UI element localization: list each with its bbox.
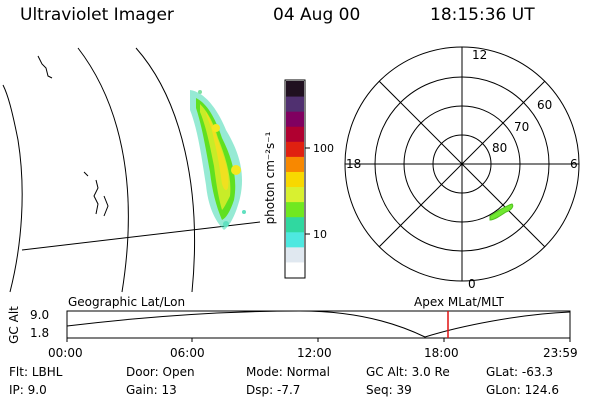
polar-ring-label-60: 60 bbox=[537, 98, 553, 112]
timeline-x-tick: 00:00 bbox=[48, 346, 83, 360]
colorbar-label-10: 10 bbox=[313, 228, 327, 241]
colorbar-band bbox=[286, 111, 304, 127]
status-glat: GLat: -63.3 bbox=[486, 365, 553, 379]
timeline-axis-label: GC Alt bbox=[7, 306, 21, 344]
timeline-y-min: 1.8 bbox=[30, 326, 50, 340]
polar-label-right: 6 bbox=[570, 157, 578, 171]
polar-label-top: 12 bbox=[472, 48, 488, 62]
colorbar-band bbox=[286, 81, 304, 97]
timeline-right-title: Apex MLat/MLT bbox=[414, 295, 504, 309]
colorbar-band bbox=[286, 171, 304, 188]
timeline-x-tick: 06:00 bbox=[170, 346, 205, 360]
polar-label-left: 18 bbox=[346, 157, 362, 171]
colorbar-unit-label: photon cm⁻²s⁻¹ bbox=[263, 131, 277, 225]
colorbar-band bbox=[286, 141, 304, 157]
colorbar-label-100: 100 bbox=[313, 142, 334, 155]
polar-axis-diagonal bbox=[378, 80, 546, 248]
timeline-x-tick: 12:00 bbox=[297, 346, 332, 360]
timeline-x-tick: 18:00 bbox=[424, 346, 459, 360]
colorbar-band bbox=[286, 216, 304, 233]
timeline-x-tick: 23:59 bbox=[543, 346, 578, 360]
coastline bbox=[83, 171, 89, 177]
time-label: 18:15:36 UT bbox=[430, 5, 535, 25]
status-mode: Mode: Normal bbox=[246, 365, 330, 379]
coastline bbox=[93, 179, 99, 215]
coastline bbox=[37, 55, 53, 79]
colorbar-band bbox=[286, 186, 304, 203]
emission-hotspot bbox=[231, 165, 241, 175]
status-door: Door: Open bbox=[126, 365, 195, 379]
lat-lon-gridline bbox=[21, 221, 261, 251]
colorbar-band bbox=[286, 96, 304, 112]
date-label: 04 Aug 00 bbox=[273, 5, 361, 25]
lat-lon-gridline bbox=[135, 47, 196, 293]
altitude-timeline bbox=[66, 310, 571, 342]
status-seq: Seq: 39 bbox=[366, 383, 412, 397]
lat-lon-gridline bbox=[77, 47, 129, 293]
timeline-left-title: Geographic Lat/Lon bbox=[68, 295, 186, 309]
altitude-curve bbox=[66, 310, 571, 338]
colorbar-gradient bbox=[286, 81, 304, 278]
polar-ring-label-70: 70 bbox=[514, 120, 530, 134]
status-ip: IP: 9.0 bbox=[9, 383, 47, 397]
status-glon: GLon: 124.6 bbox=[486, 383, 559, 397]
emission-hotspot bbox=[212, 124, 220, 132]
status-gain: Gain: 13 bbox=[126, 383, 177, 397]
timeline-y-max: 9.0 bbox=[30, 308, 50, 322]
polar-label-bottom: 0 bbox=[468, 277, 476, 291]
colorbar-band bbox=[286, 231, 304, 248]
coastline bbox=[103, 195, 109, 217]
colorbar bbox=[284, 79, 310, 279]
instrument-title: Ultraviolet Imager bbox=[20, 5, 174, 25]
colorbar-band bbox=[286, 246, 304, 263]
status-gc-alt: GC Alt: 3.0 Re bbox=[366, 365, 450, 379]
polar-plot bbox=[344, 46, 580, 282]
colorbar-band bbox=[286, 261, 304, 278]
lat-lon-gridline bbox=[2, 84, 23, 293]
polar-ring-label-80: 80 bbox=[492, 141, 508, 155]
colorbar-band bbox=[286, 156, 304, 172]
colorbar-band bbox=[286, 126, 304, 142]
colorbar-band bbox=[286, 201, 304, 218]
polar-emission-patch bbox=[489, 203, 514, 221]
auroral-emission bbox=[190, 90, 246, 230]
status-dsp: Dsp: -7.7 bbox=[246, 383, 301, 397]
status-flt: Flt: LBHL bbox=[9, 365, 63, 379]
